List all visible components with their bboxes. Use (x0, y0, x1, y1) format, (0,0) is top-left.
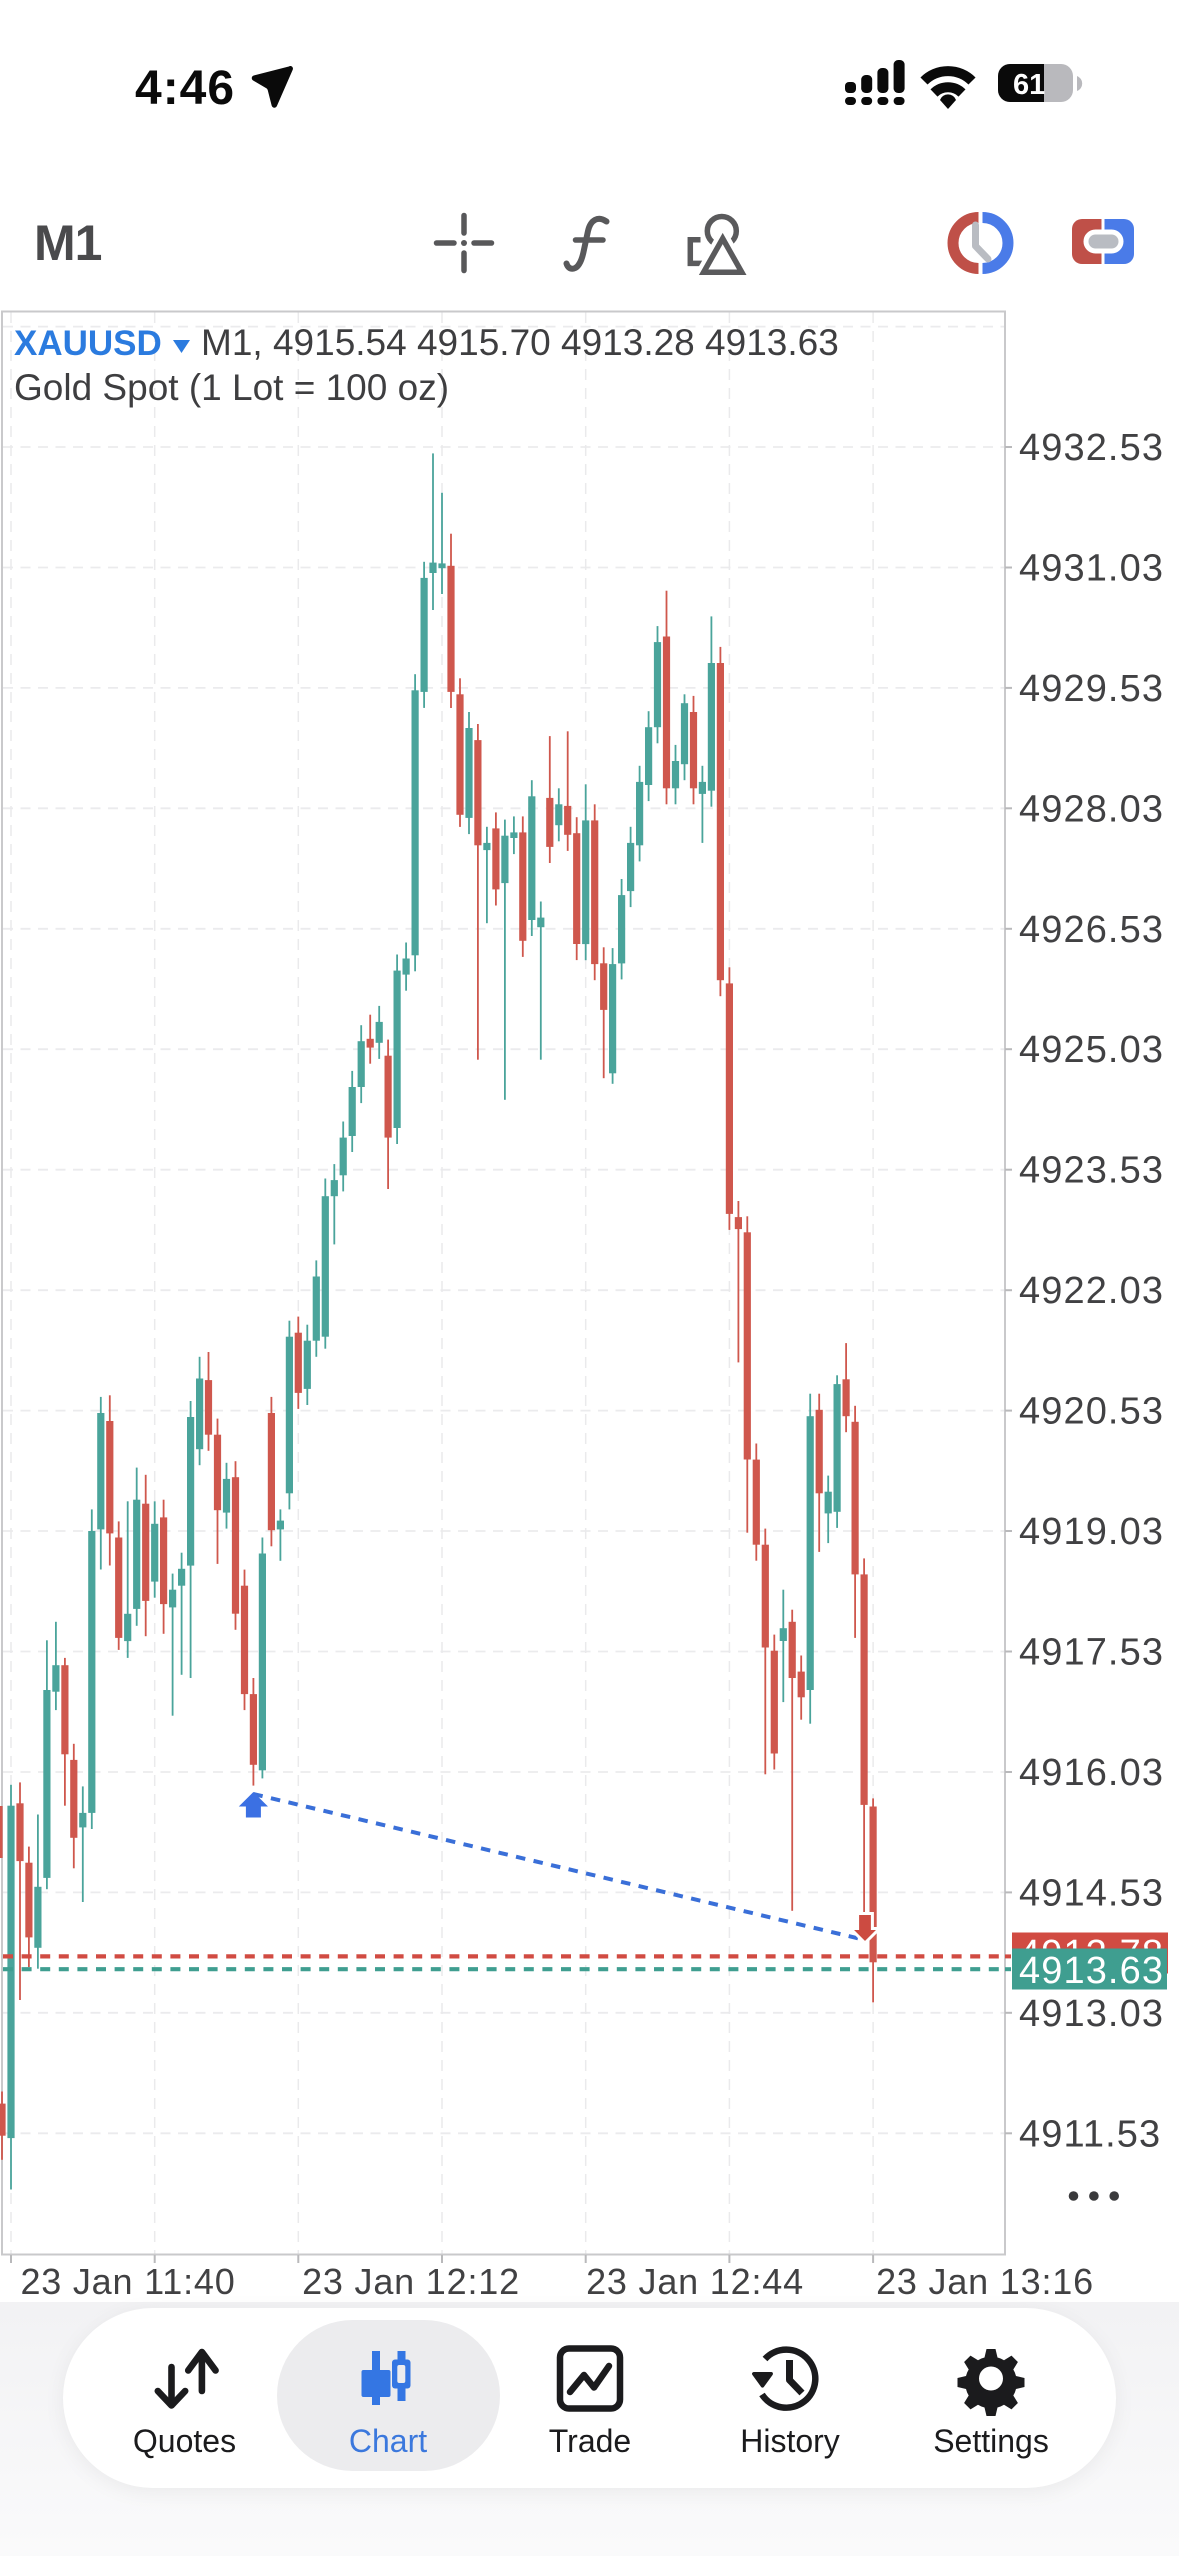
svg-text:4911.53: 4911.53 (1019, 2113, 1161, 2155)
svg-text:4920.53: 4920.53 (1019, 1391, 1164, 1433)
svg-text:4929.53: 4929.53 (1019, 668, 1164, 710)
svg-text:M1, 4915.54 4915.70 4913.28 49: M1, 4915.54 4915.70 4913.28 4913.63 (201, 322, 839, 363)
svg-text:4:46: 4:46 (135, 62, 235, 115)
svg-text:Trade: Trade (549, 2423, 631, 2459)
svg-text:4913.03: 4913.03 (1019, 1993, 1164, 2035)
svg-text:4914.53: 4914.53 (1019, 1872, 1164, 1914)
svg-text:23 Jan 13:16: 23 Jan 13:16 (876, 2261, 1094, 2302)
svg-text:4913.63: 4913.63 (1019, 1950, 1164, 1992)
svg-text:History: History (740, 2423, 840, 2459)
svg-text:4919.03: 4919.03 (1019, 1511, 1164, 1553)
svg-text:M1: M1 (34, 215, 102, 271)
svg-text:23 Jan 11:40: 23 Jan 11:40 (20, 2261, 235, 2302)
svg-text:4922.03: 4922.03 (1019, 1270, 1164, 1312)
svg-text:4923.53: 4923.53 (1019, 1150, 1164, 1192)
svg-text:23 Jan 12:44: 23 Jan 12:44 (586, 2261, 804, 2302)
svg-text:Settings: Settings (933, 2423, 1049, 2459)
svg-text:Gold Spot (1 Lot = 100 oz): Gold Spot (1 Lot = 100 oz) (14, 367, 449, 408)
svg-text:Chart: Chart (349, 2423, 427, 2459)
svg-text:Quotes: Quotes (133, 2423, 236, 2459)
svg-text:4932.53: 4932.53 (1019, 427, 1164, 469)
svg-text:4931.03: 4931.03 (1019, 548, 1164, 590)
svg-text:4917.53: 4917.53 (1019, 1632, 1164, 1674)
svg-text:4916.03: 4916.03 (1019, 1752, 1164, 1794)
svg-text:4928.03: 4928.03 (1019, 788, 1164, 830)
svg-text:XAUUSD: XAUUSD (14, 324, 162, 363)
svg-text:23 Jan 12:12: 23 Jan 12:12 (302, 2261, 520, 2302)
svg-text:61: 61 (1013, 69, 1045, 101)
svg-text:4926.53: 4926.53 (1019, 909, 1164, 951)
svg-text:4925.03: 4925.03 (1019, 1029, 1164, 1071)
